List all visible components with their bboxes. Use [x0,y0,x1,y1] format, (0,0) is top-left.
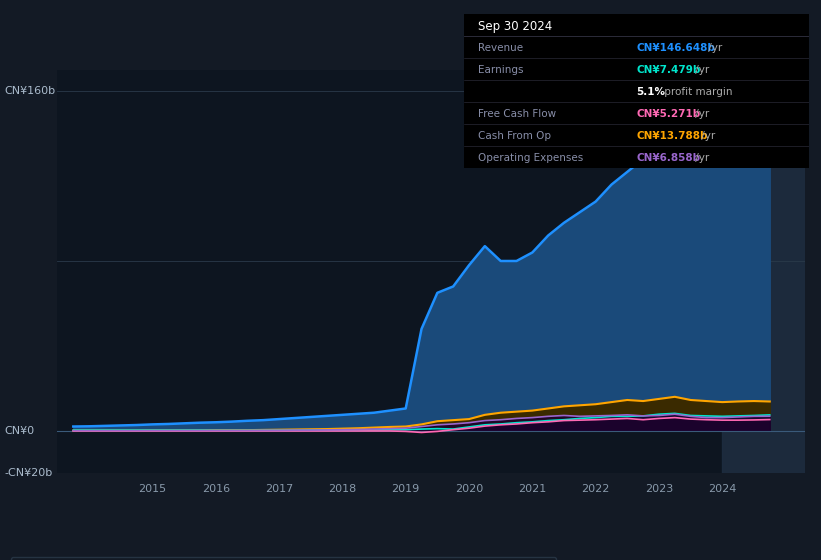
Text: CN¥7.479b: CN¥7.479b [636,65,700,75]
Text: /yr: /yr [692,109,709,119]
Text: CN¥5.271b: CN¥5.271b [636,109,700,119]
Text: CN¥146.648b: CN¥146.648b [636,43,715,53]
Text: /yr: /yr [692,153,709,163]
Text: Free Cash Flow: Free Cash Flow [478,109,556,119]
Text: Sep 30 2024: Sep 30 2024 [478,20,552,32]
Text: CN¥13.788b: CN¥13.788b [636,131,708,141]
Legend: Revenue, Earnings, Free Cash Flow, Cash From Op, Operating Expenses: Revenue, Earnings, Free Cash Flow, Cash … [11,557,557,560]
Text: Cash From Op: Cash From Op [478,131,551,141]
Bar [722,70,805,473]
Text: CN¥0: CN¥0 [4,426,34,436]
Text: CN¥6.858b: CN¥6.858b [636,153,700,163]
Text: Operating Expenses: Operating Expenses [478,153,583,163]
Text: 5.1%: 5.1% [636,87,665,97]
Text: profit margin: profit margin [661,87,732,97]
Text: /yr: /yr [692,65,709,75]
Text: /yr: /yr [699,131,716,141]
Text: Earnings: Earnings [478,65,523,75]
Text: -CN¥20b: -CN¥20b [4,468,53,478]
Text: /yr: /yr [704,43,722,53]
Text: Revenue: Revenue [478,43,523,53]
Text: CN¥160b: CN¥160b [4,86,55,96]
